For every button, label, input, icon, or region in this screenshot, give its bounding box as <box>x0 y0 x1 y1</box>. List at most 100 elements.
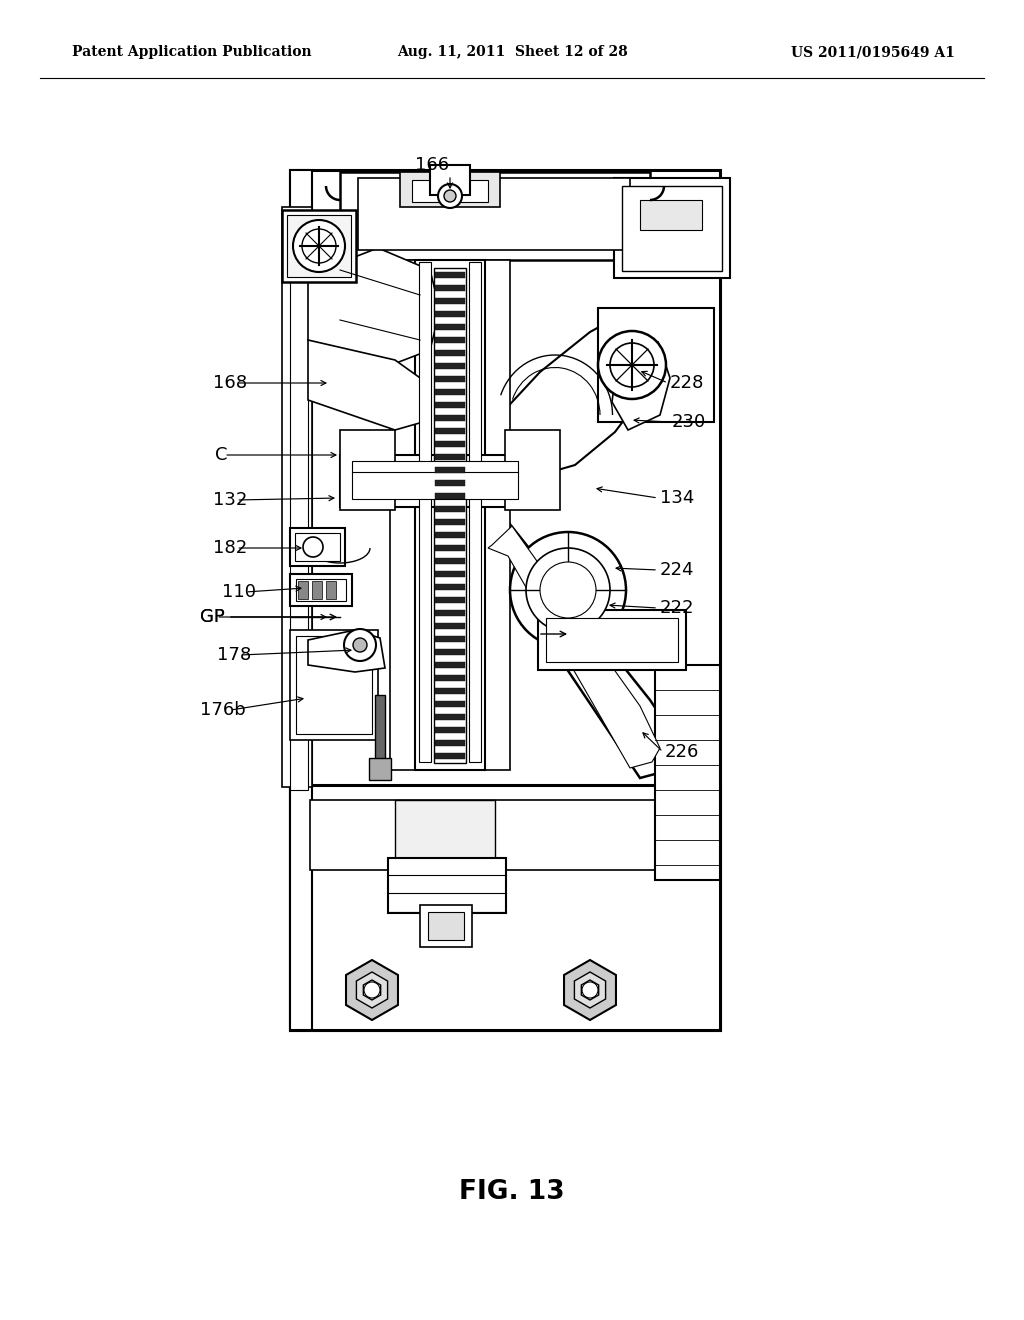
Bar <box>340 172 650 260</box>
Bar <box>435 363 465 370</box>
Polygon shape <box>468 517 680 777</box>
Bar <box>485 260 510 770</box>
Bar <box>435 312 465 317</box>
Bar <box>640 201 702 230</box>
Text: C: C <box>215 446 227 465</box>
Bar <box>435 636 465 642</box>
Circle shape <box>582 982 598 998</box>
Bar <box>434 268 466 763</box>
Bar <box>538 610 686 671</box>
Text: GP: GP <box>200 609 224 626</box>
Bar <box>290 280 308 789</box>
Bar <box>435 545 465 550</box>
Bar <box>358 178 630 249</box>
Circle shape <box>610 343 654 387</box>
Bar <box>435 323 465 330</box>
Bar <box>415 260 485 770</box>
Bar <box>428 912 464 940</box>
Circle shape <box>353 638 367 652</box>
Polygon shape <box>564 960 616 1020</box>
Bar <box>435 441 465 447</box>
Bar <box>340 455 530 507</box>
Bar <box>435 558 465 564</box>
Bar <box>435 428 465 434</box>
Bar <box>296 636 372 734</box>
Bar <box>435 519 465 525</box>
Bar <box>290 170 720 1030</box>
Bar <box>435 414 465 421</box>
Bar <box>287 215 351 277</box>
Bar <box>435 714 465 719</box>
Circle shape <box>526 548 610 632</box>
Polygon shape <box>308 248 440 370</box>
Bar <box>435 506 465 512</box>
Bar <box>435 623 465 630</box>
Bar <box>505 430 560 510</box>
Bar <box>435 298 465 304</box>
Polygon shape <box>582 979 599 1001</box>
Text: GP: GP <box>200 609 224 626</box>
Bar <box>296 579 346 601</box>
Bar <box>435 649 465 655</box>
Text: 224: 224 <box>660 561 694 579</box>
Circle shape <box>364 982 380 998</box>
Bar <box>340 430 395 510</box>
Bar <box>435 701 465 708</box>
Bar <box>310 800 700 870</box>
Bar <box>430 165 470 195</box>
Bar <box>435 480 465 486</box>
Text: 228: 228 <box>670 374 705 392</box>
Bar <box>390 260 415 770</box>
Text: 176b: 176b <box>200 701 246 719</box>
Text: FIG. 13: FIG. 13 <box>459 1179 565 1205</box>
Bar <box>326 581 336 599</box>
Bar <box>435 663 465 668</box>
Text: 226: 226 <box>665 743 699 762</box>
Bar <box>312 581 322 599</box>
Bar <box>295 533 340 561</box>
Polygon shape <box>612 342 670 430</box>
Bar <box>282 207 312 787</box>
Polygon shape <box>488 525 660 768</box>
Bar <box>290 630 378 741</box>
Polygon shape <box>364 979 381 1001</box>
Circle shape <box>598 331 666 399</box>
Bar <box>388 858 506 913</box>
Bar <box>655 665 720 880</box>
Circle shape <box>510 532 626 648</box>
Bar <box>369 758 391 780</box>
Bar <box>435 376 465 381</box>
Bar <box>435 337 465 343</box>
Bar <box>352 461 518 499</box>
Bar <box>420 906 472 946</box>
Bar <box>435 610 465 616</box>
Bar <box>598 308 714 422</box>
Bar <box>622 186 722 271</box>
Bar <box>614 178 730 279</box>
Bar <box>435 741 465 746</box>
Text: 178: 178 <box>217 645 251 664</box>
Bar <box>435 597 465 603</box>
Bar <box>435 532 465 539</box>
Bar <box>435 492 465 499</box>
Bar <box>395 800 495 870</box>
Text: 110: 110 <box>222 583 256 601</box>
Circle shape <box>444 190 456 202</box>
Text: 222: 222 <box>660 599 694 616</box>
Text: 182: 182 <box>213 539 247 557</box>
Bar <box>435 583 465 590</box>
Text: 132: 132 <box>213 491 248 510</box>
Polygon shape <box>500 310 658 478</box>
Bar <box>435 454 465 459</box>
Bar <box>419 261 431 762</box>
Bar <box>435 389 465 395</box>
Circle shape <box>438 183 462 209</box>
Polygon shape <box>346 960 398 1020</box>
Text: 134: 134 <box>660 488 694 507</box>
Circle shape <box>303 537 323 557</box>
Circle shape <box>302 228 336 263</box>
Bar <box>435 285 465 290</box>
Bar <box>375 696 385 770</box>
Bar <box>435 727 465 733</box>
Bar <box>435 467 465 473</box>
